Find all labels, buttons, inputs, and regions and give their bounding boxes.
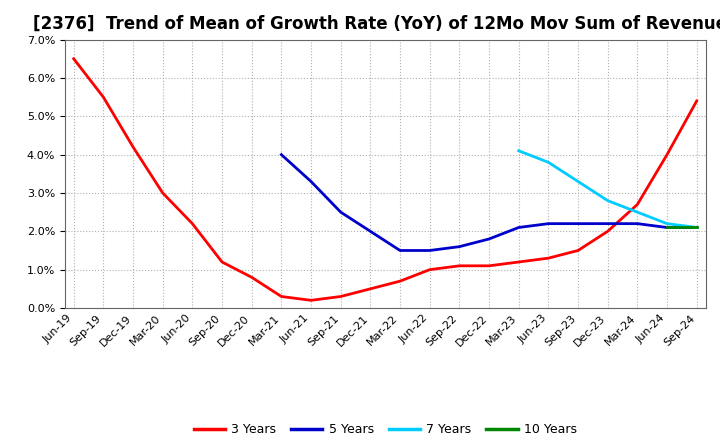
Legend: 3 Years, 5 Years, 7 Years, 10 Years: 3 Years, 5 Years, 7 Years, 10 Years bbox=[189, 418, 582, 440]
Title: [2376]  Trend of Mean of Growth Rate (YoY) of 12Mo Mov Sum of Revenues: [2376] Trend of Mean of Growth Rate (YoY… bbox=[33, 15, 720, 33]
